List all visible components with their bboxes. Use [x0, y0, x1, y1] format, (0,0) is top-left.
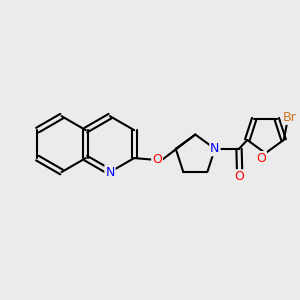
Text: O: O — [256, 152, 266, 165]
Text: Br: Br — [283, 111, 296, 124]
Text: N: N — [210, 142, 220, 155]
Text: O: O — [152, 153, 162, 166]
Text: O: O — [235, 170, 244, 183]
Text: N: N — [105, 166, 115, 178]
